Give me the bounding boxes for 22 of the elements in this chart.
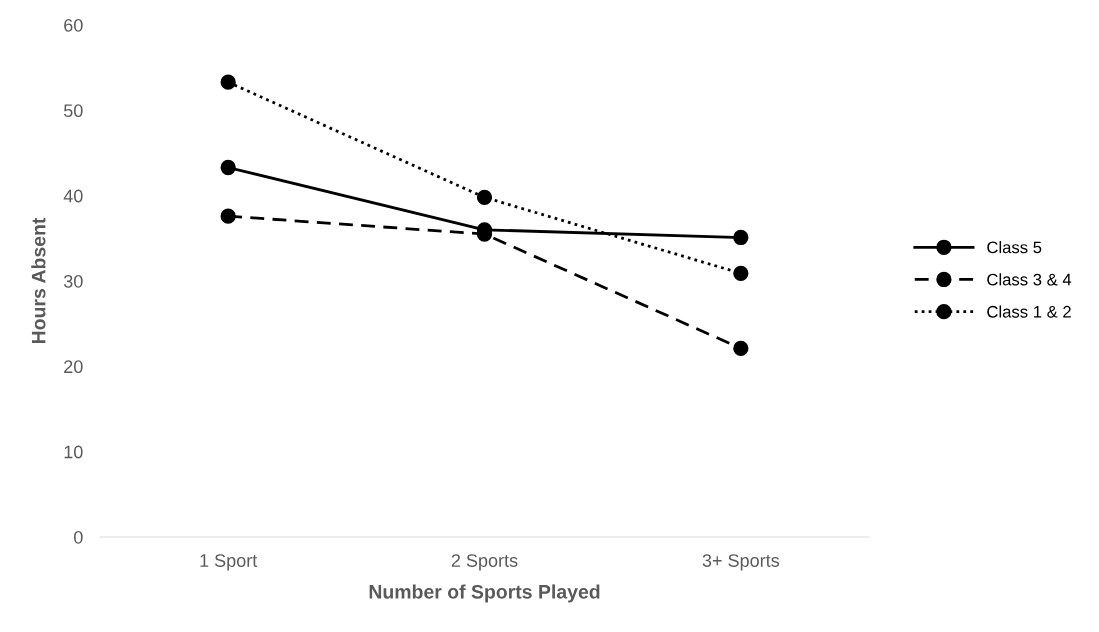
legend-label: Class 3 & 4 bbox=[987, 273, 1072, 286]
x-tick-label: 3+ Sports bbox=[702, 554, 780, 571]
y-tick-label: 10 bbox=[64, 445, 83, 459]
y-tick-label: 20 bbox=[64, 360, 83, 374]
y-tick-label: 60 bbox=[64, 18, 83, 32]
x-tick-label: 2 Sports bbox=[451, 554, 518, 571]
point bbox=[220, 74, 236, 90]
point bbox=[733, 340, 749, 357]
y-tick-label: 0 bbox=[74, 530, 83, 544]
y-axis-title: Hours Absent bbox=[31, 217, 46, 344]
legend-label: Class 5 bbox=[987, 241, 1042, 254]
point bbox=[220, 159, 236, 176]
x-axis-title: Number of Sports Played bbox=[369, 584, 600, 603]
y-tick-label: 30 bbox=[63, 274, 83, 288]
point bbox=[220, 208, 236, 224]
point bbox=[476, 189, 493, 206]
point bbox=[733, 229, 749, 246]
point bbox=[733, 265, 749, 281]
legend-label: Class 1 & 2 bbox=[987, 305, 1071, 318]
y-tick-label: 50 bbox=[63, 104, 83, 118]
x-tick-label: 1 Sport bbox=[200, 554, 258, 571]
y-tick-label: 40 bbox=[63, 189, 83, 203]
